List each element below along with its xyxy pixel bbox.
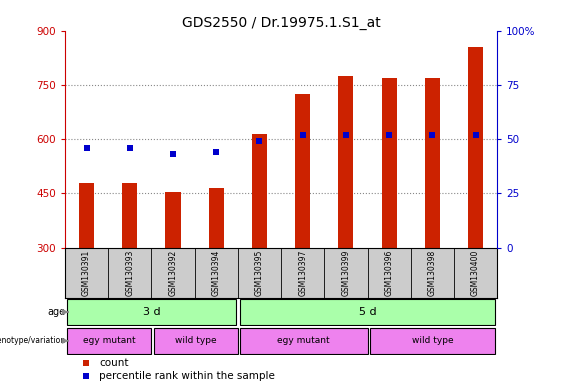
Bar [370, 328, 495, 354]
Text: GSM130395: GSM130395 [255, 250, 264, 296]
Text: GSM130393: GSM130393 [125, 250, 134, 296]
Text: 3 d: 3 d [142, 307, 160, 317]
Text: percentile rank within the sample: percentile rank within the sample [99, 371, 275, 381]
Bar [338, 76, 354, 248]
Text: genotype/variation: genotype/variation [0, 336, 66, 345]
Title: GDS2550 / Dr.19975.1.S1_at: GDS2550 / Dr.19975.1.S1_at [182, 16, 380, 30]
Bar [154, 328, 238, 354]
Text: GSM130400: GSM130400 [471, 250, 480, 296]
Bar [208, 188, 224, 248]
Text: wild type: wild type [411, 336, 453, 345]
Bar [240, 328, 367, 354]
Text: count: count [99, 358, 129, 368]
Bar [295, 94, 310, 248]
Bar [240, 299, 495, 325]
Bar [67, 328, 151, 354]
Text: GSM130392: GSM130392 [168, 250, 177, 296]
Text: GSM130397: GSM130397 [298, 250, 307, 296]
Text: age: age [47, 307, 66, 317]
Bar [381, 78, 397, 248]
Text: GSM130396: GSM130396 [385, 250, 394, 296]
Bar [425, 78, 440, 248]
Text: GSM130394: GSM130394 [212, 250, 221, 296]
Text: GSM130391: GSM130391 [82, 250, 91, 296]
Bar [122, 183, 137, 248]
Bar [252, 134, 267, 248]
Text: 5 d: 5 d [359, 307, 376, 317]
Bar [166, 192, 181, 248]
Text: GSM130399: GSM130399 [341, 250, 350, 296]
Text: egy mutant: egy mutant [83, 336, 136, 345]
Text: egy mutant: egy mutant [277, 336, 330, 345]
Text: wild type: wild type [175, 336, 216, 345]
Bar [468, 47, 483, 248]
Text: GSM130398: GSM130398 [428, 250, 437, 296]
Bar [67, 299, 236, 325]
Bar [79, 183, 94, 248]
